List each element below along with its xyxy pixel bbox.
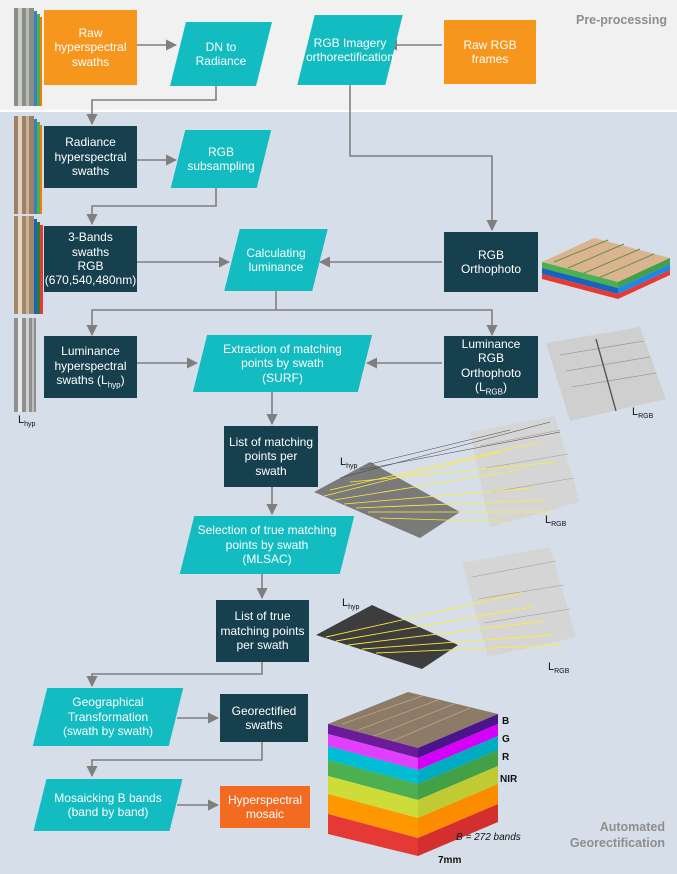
dn-to-radiance[interactable]: DN to Radiance [170,22,272,86]
georectification-title: Automated Georectification [569,820,665,850]
true-matching-points-image [316,547,576,669]
calculating-luminance[interactable]: Calculating luminance [224,229,328,291]
extraction-of-matching-points[interactable]: Extraction of matching points by swath (… [192,335,373,392]
rgb-orthophoto[interactable]: RGB Orthophoto [444,232,538,292]
radiance-hyperspectral-swaths[interactable]: Radiance hyperspectral swaths [44,126,137,188]
luminance-swath-thumbnail [14,318,36,412]
matching-points-image [314,416,580,538]
list-of-true-matching-points[interactable]: List of true matching points per swath [216,600,309,662]
band-g-label: G [502,734,510,745]
3band-swath-thumbnail [14,216,44,314]
hyperspectral-cube-image [328,692,498,856]
band-nir-label: NIR [500,774,518,785]
luminance-hyperspectral-swaths[interactable]: Luminance hyperspectral swaths (Lhyp) [44,336,137,398]
scale-label: 7mm [438,855,462,866]
mosaicking-b-bands[interactable]: Mosaicking B bands (band by band) [33,779,183,831]
band-b-label: B [502,716,510,727]
rgb-imagery-orthorectification[interactable]: RGB Imagery orthorectification [297,15,403,85]
l-rgb-label-1: LRGB [632,406,654,421]
hyperspectral-mosaic[interactable]: Hyperspectral mosaic [220,786,310,828]
raw-hyperspectral-swaths[interactable]: Raw hyperspectral swaths [44,10,137,85]
georectified-swaths[interactable]: Georectified swaths [220,694,308,742]
list-of-matching-points[interactable]: List of matching points per swath [224,426,318,487]
band-r-label: R [502,752,510,763]
l-rgb-label-3: LRGB [548,661,570,676]
geographical-transformation[interactable]: Geographical Transformation (swath by sw… [32,688,184,746]
luminance-rgb-orthophoto[interactable]: Luminance RGB Orthophoto (LRGB) [444,336,538,398]
l-hyp-label-left: Lhyp [18,414,36,429]
rgb-subsampling[interactable]: RGB subsampling [170,130,272,188]
luminance-rgb-orthophoto-image [546,327,666,421]
rgb-orthophoto-image [542,238,670,299]
l-hyp-label-1: Lhyp [340,456,358,471]
selection-of-true-matching-points[interactable]: Selection of true matching points by swa… [179,516,355,574]
l-rgb-label-2: LRGB [545,514,567,529]
l-hyp-label-2: Lhyp [342,597,360,612]
radiance-swath-thumbnail [14,116,42,214]
raw-swath-thumbnail [14,8,42,106]
raw-rgb-frames[interactable]: Raw RGB frames [444,20,536,84]
3-bands-swaths-rgb[interactable]: 3-Bands swaths RGB (670,540,480nm) [44,226,137,292]
preprocessing-title: Pre-processing [575,13,667,27]
band-count-label: B = 272 bands [456,832,521,843]
